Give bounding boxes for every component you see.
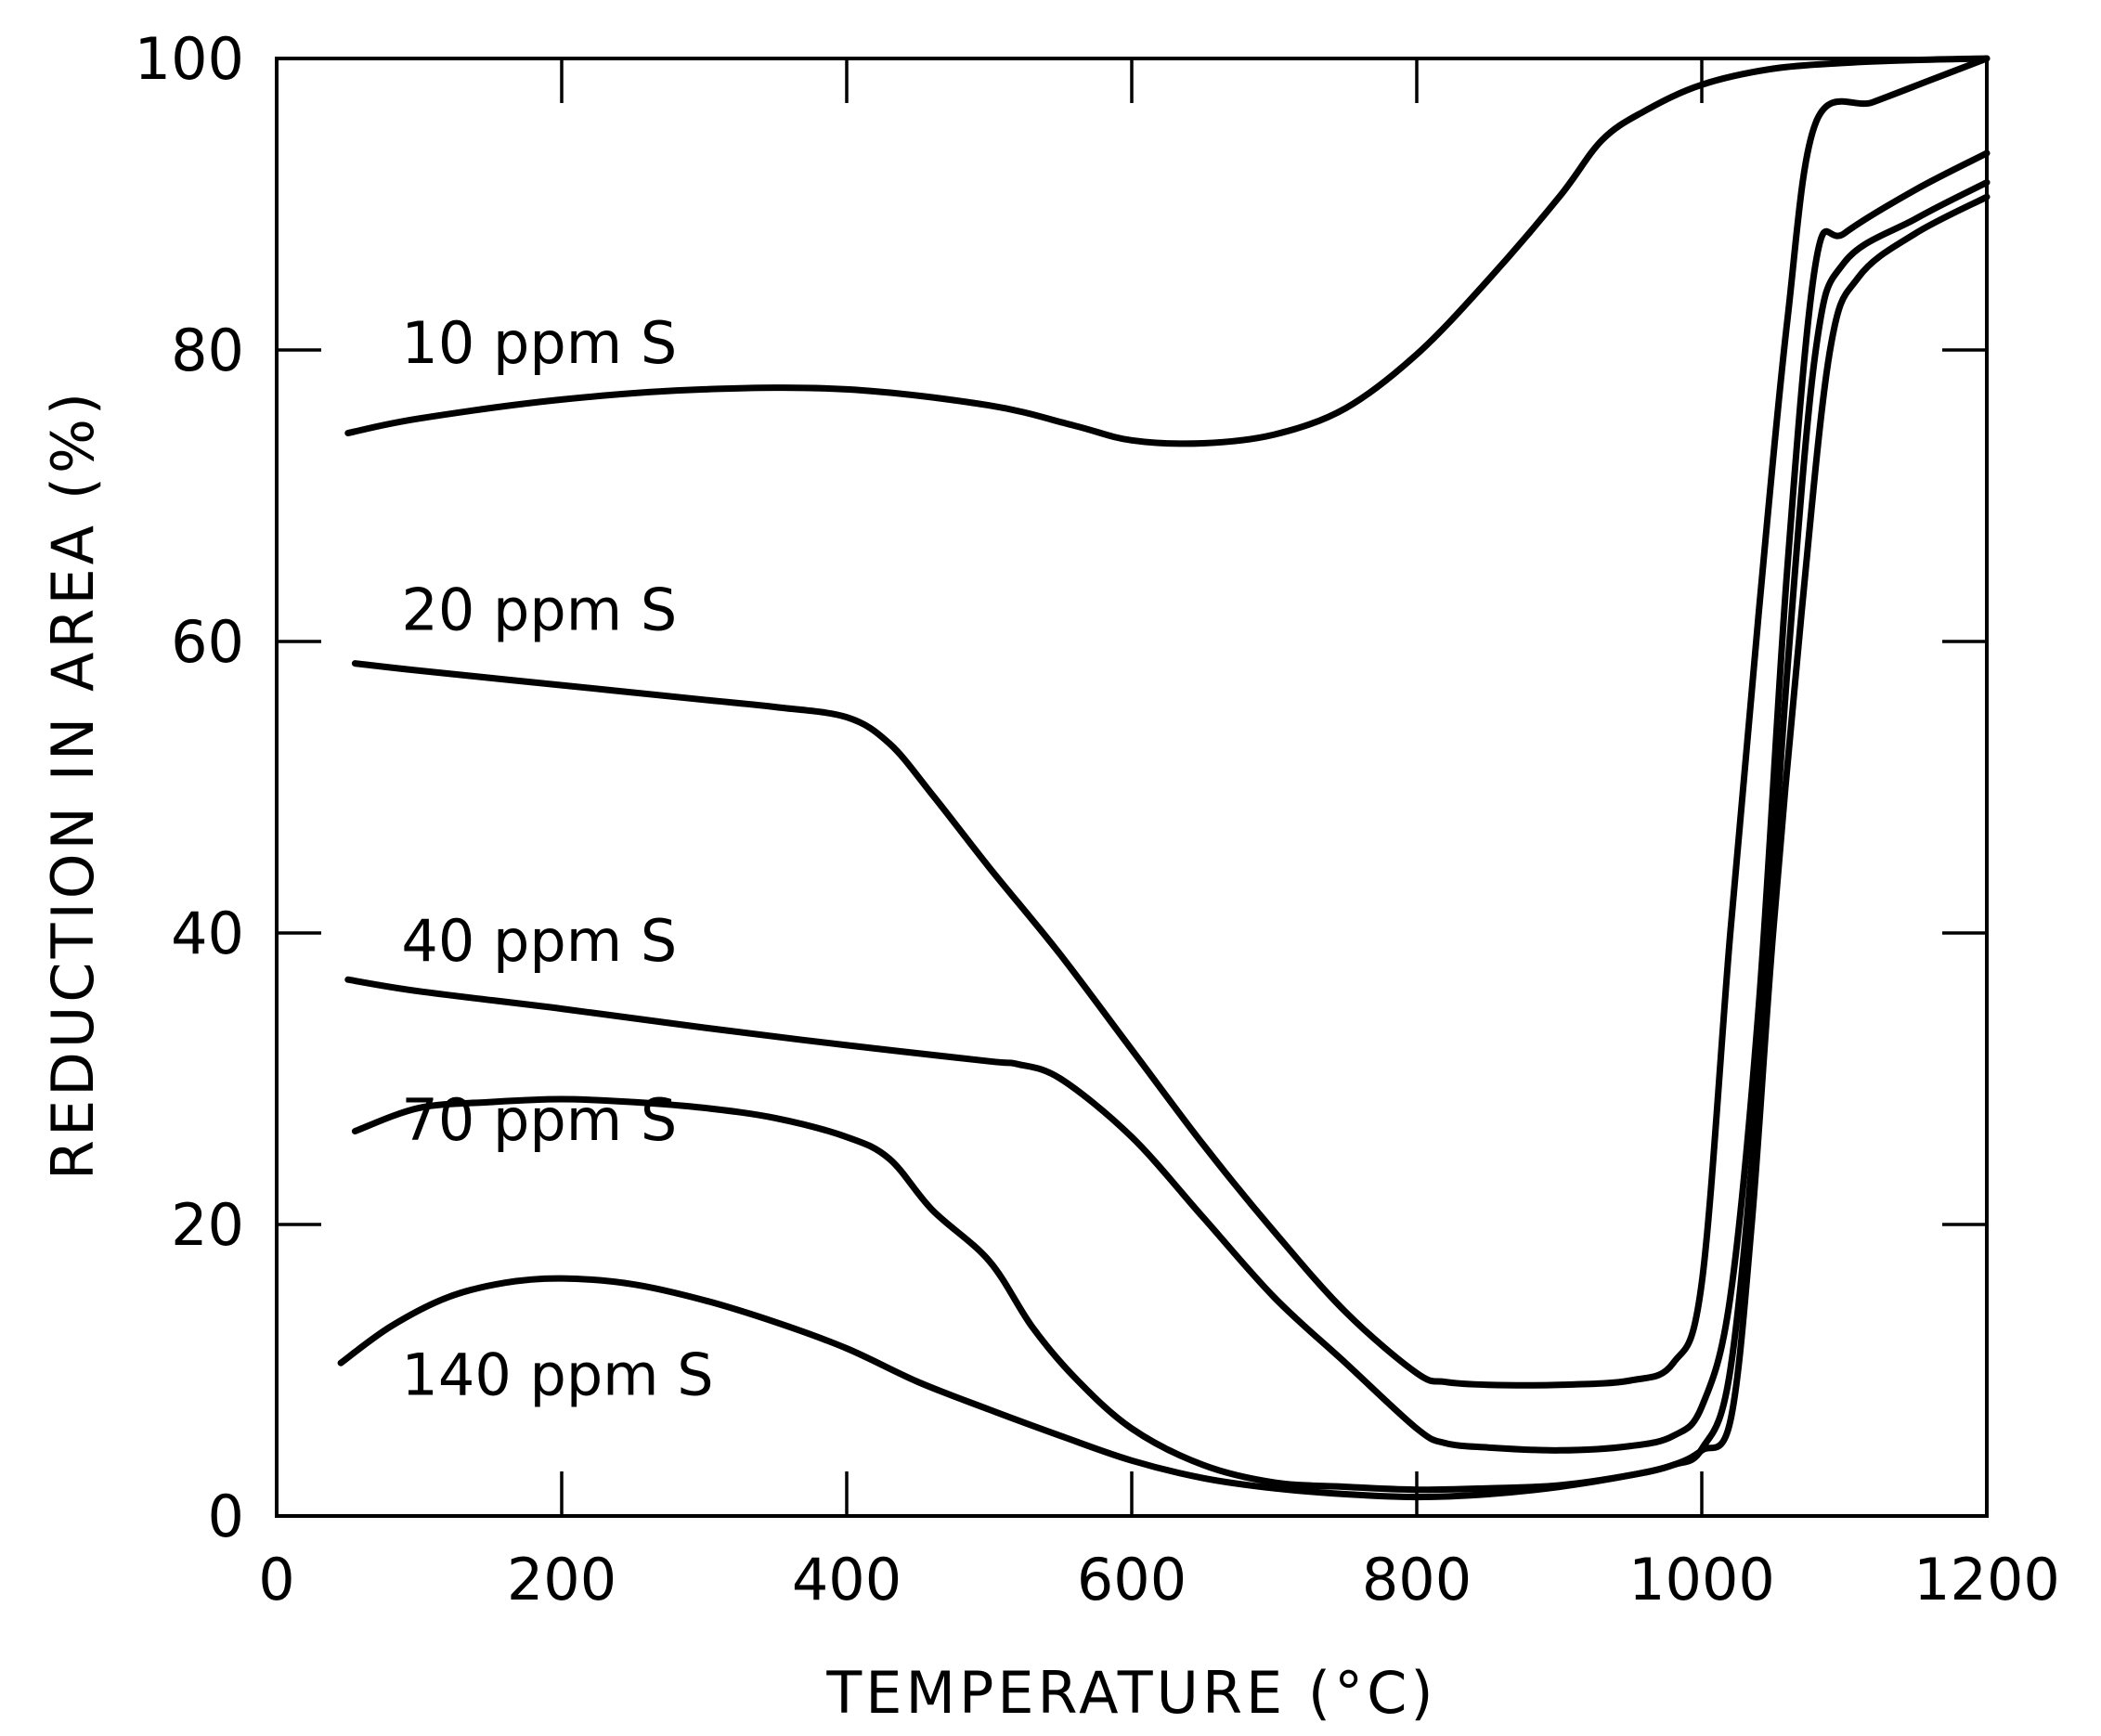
- x-axis-tick-labels: 0 200 400 600 800 1000 1200: [258, 1546, 2060, 1613]
- x-tick-label: 800: [1362, 1546, 1472, 1613]
- series-lines: [337, 55, 1991, 1501]
- x-tick-label: 600: [1077, 1546, 1187, 1613]
- x-tick-label: 1200: [1913, 1546, 2060, 1613]
- series-label-1: 10 ppm S: [401, 309, 677, 377]
- y-tick-label: 40: [171, 900, 244, 967]
- series-line-4: [351, 179, 1991, 1494]
- series-label-2: 20 ppm S: [401, 576, 677, 643]
- x-axis-ticks: [560, 58, 1704, 1516]
- x-axis-label: TEMPERATURE (°C): [825, 1659, 1436, 1727]
- series-line-3: [344, 149, 1991, 1454]
- y-axis-ticks: [277, 348, 1987, 1226]
- x-tick-label: 400: [792, 1546, 901, 1613]
- x-tick-label: 200: [507, 1546, 616, 1613]
- series-label-4: 70 ppm S: [401, 1086, 677, 1154]
- series-line-2: [351, 55, 1991, 1389]
- series-line-1: [344, 55, 1991, 447]
- series-label-3: 40 ppm S: [401, 907, 677, 975]
- y-tick-label: 20: [171, 1191, 244, 1259]
- series-line-5: [337, 193, 1991, 1501]
- y-tick-label: 100: [135, 25, 244, 93]
- x-tick-label: 1000: [1628, 1546, 1775, 1613]
- y-tick-label: 0: [208, 1483, 244, 1550]
- series-label-5: 140 ppm S: [401, 1341, 713, 1409]
- series-labels: 10 ppm S 20 ppm S 40 ppm S 70 ppm S 140 ppm …: [401, 309, 713, 1409]
- x-tick-label: 0: [258, 1546, 294, 1613]
- y-axis-label: REDUCTION IN AREA (%): [39, 389, 107, 1180]
- y-tick-label: 80: [171, 317, 244, 384]
- y-axis-tick-labels: 0 20 40 60 80 100: [135, 25, 244, 1550]
- y-tick-label: 60: [171, 608, 244, 676]
